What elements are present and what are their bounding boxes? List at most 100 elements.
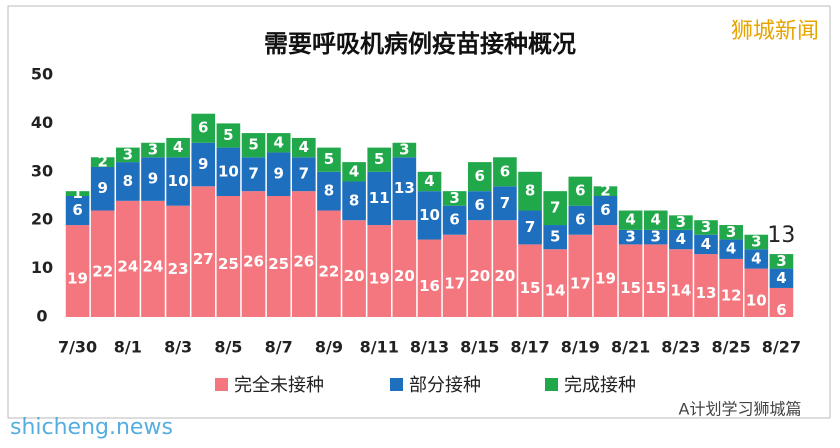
segment-label: 4 [273, 133, 283, 151]
site-watermark: shicheng.news [10, 415, 173, 440]
bar-segment [769, 268, 794, 288]
bar-segment [141, 142, 165, 158]
bar-segment [442, 234, 467, 317]
x-tick-label: 8/11 [360, 338, 399, 357]
segment-label: 9 [198, 155, 208, 173]
segment-label: 7 [299, 165, 309, 183]
segment-label: 20 [394, 267, 415, 285]
y-tick-label: 40 [31, 113, 53, 132]
bar-segment [141, 200, 165, 317]
bar-segment [694, 234, 718, 255]
segment-label: 8 [349, 191, 359, 209]
segment-label: 9 [97, 179, 107, 197]
legend-swatch [545, 378, 558, 391]
segment-label: 10 [218, 162, 239, 180]
account-watermark: A计划学习狮城篇 [679, 400, 802, 419]
legend-label: 完全未接种 [234, 375, 324, 396]
bar-segment [643, 210, 668, 230]
bar-segment [493, 157, 517, 187]
segment-label: 3 [625, 228, 635, 246]
bar-segment [166, 157, 190, 206]
segment-label: 3 [726, 223, 736, 241]
bar-segment [191, 142, 216, 187]
segment-label: 27 [193, 250, 214, 268]
segment-label: 6 [475, 196, 485, 214]
segment-label: 9 [273, 165, 283, 183]
segment-label: 7 [525, 218, 535, 236]
bar-segment [669, 215, 693, 230]
segment-label: 4 [349, 162, 359, 180]
bar-segment [593, 186, 618, 196]
segment-label: 9 [148, 170, 158, 188]
x-tick-label: 7/30 [58, 338, 97, 357]
bar-segment [618, 210, 643, 230]
segment-label: 15 [645, 279, 666, 297]
bar-segment [216, 196, 241, 317]
bar-segment [769, 254, 794, 269]
segment-label: 6 [449, 211, 459, 229]
x-tick-label: 8/17 [510, 338, 549, 357]
legend-swatch [215, 378, 228, 391]
bar-segment [392, 157, 417, 221]
bar-segment [65, 191, 90, 196]
bar-segment [367, 147, 392, 172]
bar-segment [90, 166, 115, 211]
bar-segment [266, 152, 291, 196]
bar-segment [342, 220, 366, 317]
bar-segment [694, 254, 718, 317]
segment-label: 6 [500, 162, 510, 180]
x-tick-label: 8/21 [611, 338, 650, 357]
segment-label: 2 [97, 153, 107, 171]
bar-segment [216, 123, 241, 148]
bar-segment [518, 210, 542, 245]
y-tick-label: 20 [31, 210, 53, 229]
segment-label: 1 [72, 184, 82, 202]
bar-segment [493, 220, 517, 317]
segment-label: 3 [776, 252, 786, 270]
bar-segment [694, 220, 718, 235]
bar-segment [191, 113, 216, 143]
segment-label: 25 [218, 255, 239, 273]
bar-segment [568, 234, 593, 317]
segment-label: 4 [173, 138, 183, 156]
segment-label: 5 [550, 228, 560, 246]
x-tick-label: 8/27 [762, 338, 801, 357]
legend-label: 完成接种 [564, 375, 636, 396]
bar-segment [291, 137, 316, 158]
bar-segment [191, 186, 216, 317]
segment-label: 2 [600, 182, 610, 200]
bar-segment [618, 244, 643, 317]
bar-segment [216, 147, 241, 196]
segment-label: 3 [651, 228, 661, 246]
segment-label: 13 [394, 179, 415, 197]
x-tick-label: 8/15 [460, 338, 499, 357]
segment-label: 19 [595, 270, 616, 288]
x-tick-label: 8/25 [712, 338, 751, 357]
segment-label: 20 [494, 267, 515, 285]
segment-label: 26 [243, 253, 264, 271]
bar-segment [568, 205, 593, 235]
bar-segment [442, 191, 467, 206]
bar-segment [618, 229, 643, 245]
segment-label: 25 [268, 255, 289, 273]
segment-label: 5 [223, 126, 233, 144]
segment-label: 24 [117, 257, 138, 275]
bar-segment [719, 225, 743, 240]
segment-label: 17 [444, 274, 465, 292]
segment-label: 3 [676, 213, 686, 231]
y-tick-label: 30 [31, 161, 53, 180]
segment-label: 19 [369, 270, 390, 288]
segment-label: 23 [168, 260, 189, 278]
x-tick-label: 8/23 [661, 338, 700, 357]
segment-label: 4 [776, 269, 786, 287]
bar-segment [669, 249, 693, 317]
segment-label: 14 [545, 282, 566, 300]
x-tick-label: 8/9 [315, 338, 343, 357]
segment-label: 10 [168, 172, 189, 190]
segment-label: 6 [776, 301, 786, 319]
bar-segment [266, 133, 291, 153]
bar-segment [241, 157, 266, 192]
bar-segment [317, 147, 341, 172]
bar-segment [166, 205, 190, 317]
segment-label: 20 [469, 267, 490, 285]
